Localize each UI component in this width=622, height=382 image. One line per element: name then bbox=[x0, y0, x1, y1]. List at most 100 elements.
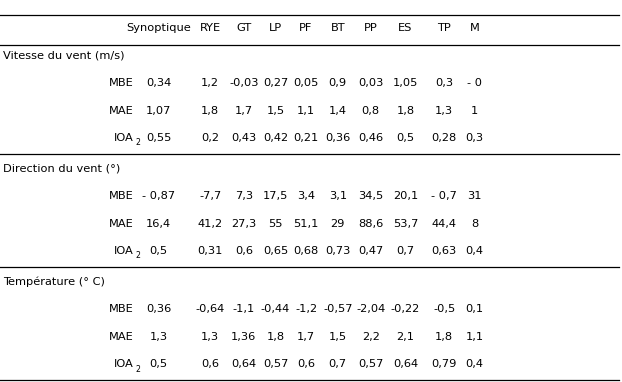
Text: 0,46: 0,46 bbox=[358, 133, 383, 143]
Text: 0,36: 0,36 bbox=[146, 304, 171, 314]
Text: 0,4: 0,4 bbox=[466, 359, 483, 369]
Text: -7,7: -7,7 bbox=[199, 191, 221, 201]
Text: ES: ES bbox=[398, 23, 413, 33]
Text: 88,6: 88,6 bbox=[358, 219, 383, 229]
Text: 0,68: 0,68 bbox=[294, 246, 318, 256]
Text: 0,47: 0,47 bbox=[358, 246, 383, 256]
Text: 1,3: 1,3 bbox=[201, 332, 220, 342]
Text: 0,4: 0,4 bbox=[466, 246, 483, 256]
Text: 0,3: 0,3 bbox=[435, 78, 453, 88]
Text: 0,64: 0,64 bbox=[393, 359, 418, 369]
Text: 0,9: 0,9 bbox=[328, 78, 347, 88]
Text: 1,8: 1,8 bbox=[435, 332, 453, 342]
Text: M: M bbox=[470, 23, 480, 33]
Text: 51,1: 51,1 bbox=[294, 219, 318, 229]
Text: IOA: IOA bbox=[114, 246, 134, 256]
Text: 0,36: 0,36 bbox=[325, 133, 350, 143]
Text: 0,05: 0,05 bbox=[294, 78, 318, 88]
Text: 1,05: 1,05 bbox=[393, 78, 418, 88]
Text: MBE: MBE bbox=[109, 191, 134, 201]
Text: LP: LP bbox=[269, 23, 282, 33]
Text: 0,55: 0,55 bbox=[146, 133, 171, 143]
Text: MAE: MAE bbox=[109, 219, 134, 229]
Text: - 0,7: - 0,7 bbox=[431, 191, 457, 201]
Text: 1,1: 1,1 bbox=[297, 106, 315, 116]
Text: 0,57: 0,57 bbox=[358, 359, 383, 369]
Text: 1: 1 bbox=[471, 106, 478, 116]
Text: -0,5: -0,5 bbox=[433, 304, 455, 314]
Text: Synoptique: Synoptique bbox=[126, 23, 191, 33]
Text: 44,4: 44,4 bbox=[432, 219, 457, 229]
Text: 55: 55 bbox=[268, 219, 283, 229]
Text: 0,73: 0,73 bbox=[325, 246, 350, 256]
Text: -0,44: -0,44 bbox=[261, 304, 290, 314]
Text: 0,28: 0,28 bbox=[432, 133, 457, 143]
Text: 2: 2 bbox=[135, 138, 140, 147]
Text: MAE: MAE bbox=[109, 332, 134, 342]
Text: 0,5: 0,5 bbox=[396, 133, 415, 143]
Text: 0,2: 0,2 bbox=[202, 133, 219, 143]
Text: 29: 29 bbox=[330, 219, 345, 229]
Text: Température (° C): Température (° C) bbox=[3, 276, 105, 286]
Text: -1,2: -1,2 bbox=[295, 304, 317, 314]
Text: 1,8: 1,8 bbox=[266, 332, 285, 342]
Text: - 0,87: - 0,87 bbox=[142, 191, 175, 201]
Text: -0,64: -0,64 bbox=[195, 304, 225, 314]
Text: 7,3: 7,3 bbox=[234, 191, 253, 201]
Text: 1,07: 1,07 bbox=[146, 106, 171, 116]
Text: 0,1: 0,1 bbox=[465, 304, 484, 314]
Text: IOA: IOA bbox=[114, 359, 134, 369]
Text: -1,1: -1,1 bbox=[233, 304, 255, 314]
Text: -2,04: -2,04 bbox=[356, 304, 386, 314]
Text: PP: PP bbox=[364, 23, 378, 33]
Text: 1,2: 1,2 bbox=[202, 78, 219, 88]
Text: GT: GT bbox=[236, 23, 251, 33]
Text: 34,5: 34,5 bbox=[358, 191, 383, 201]
Text: -0,03: -0,03 bbox=[229, 78, 259, 88]
Text: 3,1: 3,1 bbox=[328, 191, 347, 201]
Text: 1,1: 1,1 bbox=[465, 332, 484, 342]
Text: RYE: RYE bbox=[200, 23, 221, 33]
Text: 17,5: 17,5 bbox=[263, 191, 288, 201]
Text: 0,5: 0,5 bbox=[149, 359, 168, 369]
Text: 16,4: 16,4 bbox=[146, 219, 171, 229]
Text: 3,4: 3,4 bbox=[297, 191, 315, 201]
Text: 20,1: 20,1 bbox=[393, 191, 418, 201]
Text: 2,2: 2,2 bbox=[362, 332, 379, 342]
Text: 0,34: 0,34 bbox=[146, 78, 171, 88]
Text: TP: TP bbox=[437, 23, 451, 33]
Text: 1,3: 1,3 bbox=[149, 332, 168, 342]
Text: 1,5: 1,5 bbox=[266, 106, 285, 116]
Text: MBE: MBE bbox=[109, 78, 134, 88]
Text: MBE: MBE bbox=[109, 304, 134, 314]
Text: 8: 8 bbox=[471, 219, 478, 229]
Text: 53,7: 53,7 bbox=[393, 219, 418, 229]
Text: - 0: - 0 bbox=[467, 78, 482, 88]
Text: 0,21: 0,21 bbox=[294, 133, 318, 143]
Text: MAE: MAE bbox=[109, 106, 134, 116]
Text: Vitesse du vent (m/s): Vitesse du vent (m/s) bbox=[3, 50, 124, 60]
Text: 0,03: 0,03 bbox=[358, 78, 383, 88]
Text: IOA: IOA bbox=[114, 133, 134, 143]
Text: 0,7: 0,7 bbox=[396, 246, 415, 256]
Text: 0,65: 0,65 bbox=[263, 246, 288, 256]
Text: 0,8: 0,8 bbox=[361, 106, 380, 116]
Text: Direction du vent (°): Direction du vent (°) bbox=[3, 163, 121, 173]
Text: -0,57: -0,57 bbox=[323, 304, 353, 314]
Text: 0,3: 0,3 bbox=[465, 133, 484, 143]
Text: 0,57: 0,57 bbox=[263, 359, 288, 369]
Text: 27,3: 27,3 bbox=[231, 219, 256, 229]
Text: 0,43: 0,43 bbox=[231, 133, 256, 143]
Text: 1,8: 1,8 bbox=[201, 106, 220, 116]
Text: 1,36: 1,36 bbox=[231, 332, 256, 342]
Text: 0,6: 0,6 bbox=[297, 359, 315, 369]
Text: 1,7: 1,7 bbox=[234, 106, 253, 116]
Text: 1,5: 1,5 bbox=[328, 332, 347, 342]
Text: 2,1: 2,1 bbox=[397, 332, 414, 342]
Text: 0,64: 0,64 bbox=[231, 359, 256, 369]
Text: -0,22: -0,22 bbox=[391, 304, 420, 314]
Text: 0,79: 0,79 bbox=[432, 359, 457, 369]
Text: 0,31: 0,31 bbox=[198, 246, 223, 256]
Text: 1,3: 1,3 bbox=[435, 106, 453, 116]
Text: 41,2: 41,2 bbox=[198, 219, 223, 229]
